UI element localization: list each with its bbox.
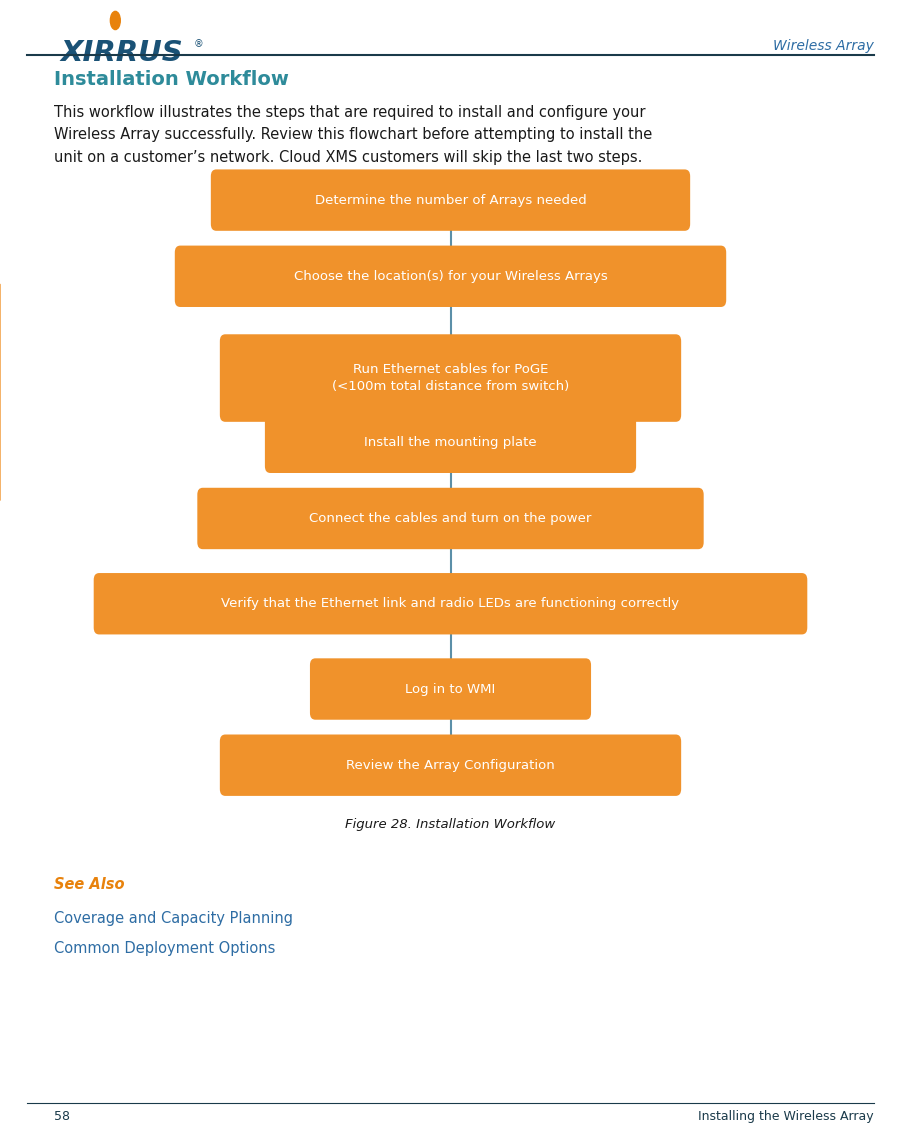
Text: Wireless Array: Wireless Array <box>773 39 874 52</box>
Text: 58: 58 <box>54 1110 70 1122</box>
FancyBboxPatch shape <box>310 658 591 720</box>
Text: This workflow illustrates the steps that are required to install and configure y: This workflow illustrates the steps that… <box>54 105 652 165</box>
Ellipse shape <box>111 11 121 30</box>
Text: See Also: See Also <box>54 877 124 891</box>
Text: Verify that the Ethernet link and radio LEDs are functioning correctly: Verify that the Ethernet link and radio … <box>222 597 679 611</box>
Text: Log in to WMI: Log in to WMI <box>405 682 496 696</box>
FancyBboxPatch shape <box>197 488 704 549</box>
Text: ®: ® <box>194 39 204 49</box>
FancyBboxPatch shape <box>94 573 807 634</box>
FancyBboxPatch shape <box>265 412 636 473</box>
FancyBboxPatch shape <box>175 246 726 307</box>
Text: Run Ethernet cables for PoGE
(<100m total distance from switch): Run Ethernet cables for PoGE (<100m tota… <box>332 363 569 393</box>
Text: Review the Array Configuration: Review the Array Configuration <box>346 758 555 772</box>
Text: XIRRUS: XIRRUS <box>60 39 183 67</box>
Text: Figure 28. Installation Workflow: Figure 28. Installation Workflow <box>345 818 556 830</box>
FancyBboxPatch shape <box>220 334 681 422</box>
Text: Determine the number of Arrays needed: Determine the number of Arrays needed <box>314 193 587 207</box>
Text: Installing the Wireless Array: Installing the Wireless Array <box>698 1110 874 1122</box>
Text: Choose the location(s) for your Wireless Arrays: Choose the location(s) for your Wireless… <box>294 269 607 283</box>
Text: Installation Workflow: Installation Workflow <box>54 70 289 90</box>
Text: Common Deployment Options: Common Deployment Options <box>54 941 276 956</box>
Text: Connect the cables and turn on the power: Connect the cables and turn on the power <box>309 512 592 525</box>
FancyBboxPatch shape <box>220 735 681 796</box>
Text: Coverage and Capacity Planning: Coverage and Capacity Planning <box>54 911 293 926</box>
Text: Install the mounting plate: Install the mounting plate <box>364 435 537 449</box>
FancyBboxPatch shape <box>211 169 690 231</box>
